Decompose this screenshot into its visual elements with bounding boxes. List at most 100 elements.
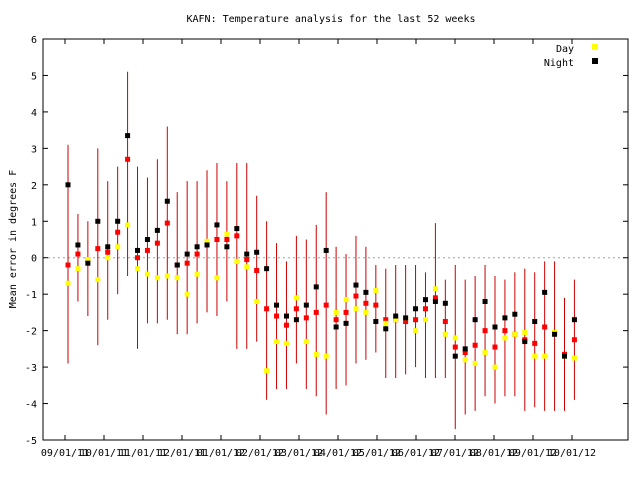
day-point xyxy=(125,222,131,228)
day-point xyxy=(383,320,389,326)
y-axis: -5 -4 -3 -2 -1 0 1 2 3 4 5 6 xyxy=(25,35,628,447)
mean-point xyxy=(403,319,409,325)
night-point xyxy=(184,251,190,257)
night-point xyxy=(234,226,240,232)
night-point xyxy=(542,289,548,295)
night-point xyxy=(194,244,200,250)
y-tick-label: -5 xyxy=(25,436,37,447)
night-point xyxy=(532,319,538,325)
y-tick-label: 4 xyxy=(31,108,37,119)
mean-point xyxy=(353,293,359,299)
night-point xyxy=(462,346,468,352)
x-tick-label: 11/01/11 xyxy=(119,448,167,459)
plot-frame xyxy=(42,38,629,441)
mean-point xyxy=(472,342,478,348)
day-point xyxy=(323,353,329,359)
day-point xyxy=(105,255,111,261)
day-point xyxy=(492,364,498,370)
night-points xyxy=(65,133,577,359)
error-bars xyxy=(67,71,575,430)
x-tick-label: 10/01/11 xyxy=(80,448,128,459)
day-point xyxy=(393,317,399,323)
night-point xyxy=(353,282,359,288)
day-point xyxy=(313,351,319,357)
night-point xyxy=(313,284,319,290)
day-point xyxy=(442,331,448,337)
night-point xyxy=(303,302,309,308)
x-tick-label: 06/01/12 xyxy=(392,448,440,459)
legend: Day Night xyxy=(544,44,598,69)
night-point xyxy=(552,331,558,337)
y-tick-label: -4 xyxy=(25,400,37,411)
night-point xyxy=(373,319,379,325)
night-point xyxy=(403,315,409,321)
mean-point xyxy=(95,246,101,252)
night-point xyxy=(343,320,349,326)
mean-point xyxy=(224,237,230,242)
mean-point xyxy=(462,350,468,356)
mean-point xyxy=(422,306,428,312)
night-point xyxy=(115,218,121,224)
day-point xyxy=(224,231,230,237)
mean-point xyxy=(413,317,419,323)
mean-point xyxy=(532,340,538,346)
day-point xyxy=(184,291,190,297)
day-point xyxy=(254,298,260,304)
night-point xyxy=(323,247,329,253)
legend-marker-day xyxy=(592,44,598,50)
night-point xyxy=(383,326,389,332)
night-point xyxy=(214,222,220,228)
night-point xyxy=(164,198,170,204)
day-point xyxy=(75,266,81,272)
day-point xyxy=(264,368,270,374)
day-point xyxy=(432,286,438,292)
day-point xyxy=(144,271,150,277)
day-point xyxy=(154,275,160,281)
mean-point xyxy=(244,257,250,263)
mean-point xyxy=(542,324,548,330)
mean-point xyxy=(115,229,121,235)
mean-point xyxy=(502,328,508,334)
day-point xyxy=(502,335,508,341)
day-point xyxy=(413,328,419,334)
day-point xyxy=(204,238,210,244)
night-point xyxy=(125,133,131,139)
night-point xyxy=(75,242,81,248)
night-point xyxy=(363,289,369,295)
x-tick-label: 03/01/12 xyxy=(275,448,323,459)
mean-point xyxy=(135,255,141,261)
night-point xyxy=(502,315,508,321)
night-point xyxy=(105,244,111,250)
night-point xyxy=(283,313,289,319)
day-point xyxy=(363,309,369,315)
night-point xyxy=(413,306,419,312)
day-point xyxy=(343,297,349,303)
mean-point xyxy=(432,295,438,301)
night-point xyxy=(512,311,518,317)
mean-point xyxy=(303,315,309,321)
mean-point xyxy=(234,233,240,239)
night-point xyxy=(333,324,339,330)
night-point xyxy=(571,317,577,323)
mean-point xyxy=(154,240,160,246)
mean-point xyxy=(254,267,260,273)
day-points xyxy=(65,222,577,374)
night-point xyxy=(293,317,299,323)
x-tick-label: 01/01/12 xyxy=(197,448,245,459)
night-point xyxy=(224,244,230,250)
mean-point xyxy=(293,306,299,312)
y-tick-label: -2 xyxy=(25,327,37,338)
mean-point xyxy=(452,344,458,350)
mean-point xyxy=(571,337,577,343)
day-point xyxy=(303,339,309,345)
mean-point xyxy=(274,313,280,319)
x-tick-label: 08/01/12 xyxy=(470,448,518,459)
x-tick-label: 12/01/11 xyxy=(158,448,206,459)
mean-points xyxy=(65,156,577,357)
night-point xyxy=(472,317,478,323)
day-point xyxy=(293,295,299,301)
mean-point xyxy=(214,237,220,242)
day-point xyxy=(283,340,289,346)
y-tick-label: 0 xyxy=(31,254,37,265)
